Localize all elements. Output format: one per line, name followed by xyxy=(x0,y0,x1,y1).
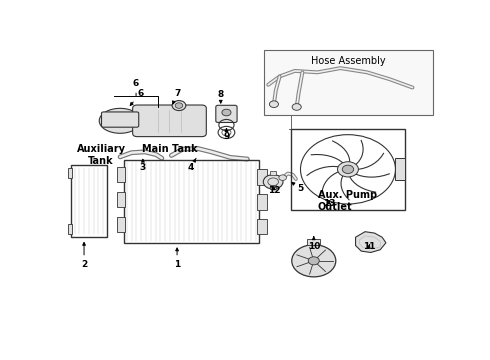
Circle shape xyxy=(172,100,186,111)
Text: 3: 3 xyxy=(140,159,146,172)
FancyBboxPatch shape xyxy=(216,105,237,122)
FancyBboxPatch shape xyxy=(133,105,206,136)
Text: 7: 7 xyxy=(172,89,180,104)
Bar xyxy=(265,50,434,115)
Bar xyxy=(270,171,276,175)
Bar xyxy=(117,192,125,207)
Text: 10: 10 xyxy=(308,237,320,251)
Circle shape xyxy=(338,162,358,177)
Text: Aux. Pump
Outlet: Aux. Pump Outlet xyxy=(318,190,377,212)
Polygon shape xyxy=(356,232,386,252)
Circle shape xyxy=(342,165,354,174)
Bar xyxy=(117,217,125,232)
Circle shape xyxy=(279,175,287,180)
Bar xyxy=(257,169,267,185)
Bar xyxy=(291,129,405,210)
Text: 1: 1 xyxy=(174,248,180,269)
Text: Main Tank: Main Tank xyxy=(142,144,197,154)
Bar xyxy=(257,194,267,210)
Text: 6: 6 xyxy=(133,78,139,96)
FancyBboxPatch shape xyxy=(101,112,139,127)
Circle shape xyxy=(270,101,278,108)
Bar xyxy=(68,224,72,234)
Text: 2: 2 xyxy=(81,243,87,269)
Bar xyxy=(270,185,276,189)
Text: 13: 13 xyxy=(323,199,335,208)
Circle shape xyxy=(292,245,336,277)
Circle shape xyxy=(263,175,283,189)
Text: 11: 11 xyxy=(363,242,375,251)
Circle shape xyxy=(308,257,319,265)
Text: 4: 4 xyxy=(187,158,196,172)
Text: 8: 8 xyxy=(218,90,224,103)
Circle shape xyxy=(175,103,183,108)
Circle shape xyxy=(222,109,231,116)
Bar xyxy=(307,239,320,245)
Bar xyxy=(117,167,125,182)
Bar xyxy=(68,168,72,179)
Text: 9: 9 xyxy=(223,129,230,140)
Text: Auxiliary
Tank: Auxiliary Tank xyxy=(76,144,125,166)
Circle shape xyxy=(292,104,301,110)
Text: Hose Assembly: Hose Assembly xyxy=(311,56,385,66)
Bar xyxy=(395,158,405,180)
Text: 5: 5 xyxy=(292,183,304,193)
Ellipse shape xyxy=(99,108,141,133)
Text: 6: 6 xyxy=(130,89,144,105)
Text: 12: 12 xyxy=(268,186,280,195)
Bar xyxy=(257,219,267,234)
Bar xyxy=(124,159,259,243)
Bar xyxy=(71,165,107,237)
